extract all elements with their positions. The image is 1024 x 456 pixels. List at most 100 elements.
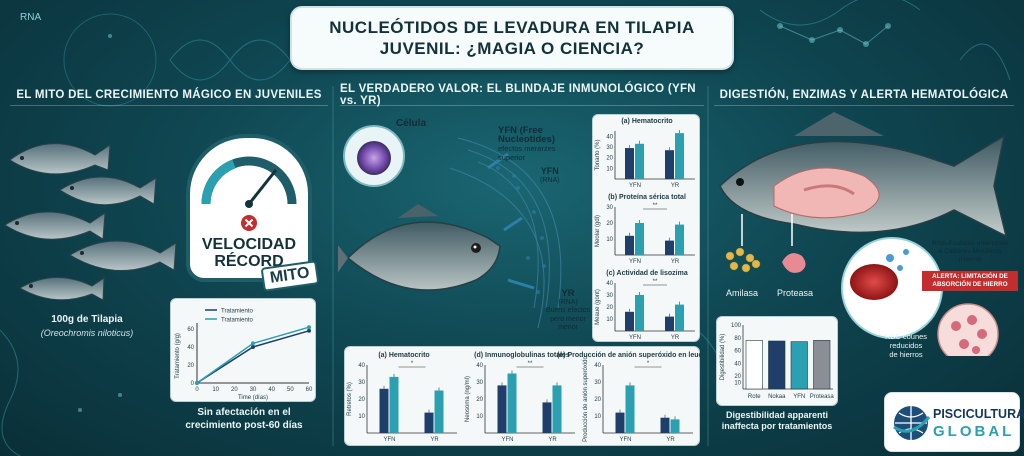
immune-shield-illustration bbox=[338, 125, 562, 329]
growth-point bbox=[251, 341, 255, 346]
side-chart-bar bbox=[675, 224, 684, 255]
growth-y-tick: 20 bbox=[187, 363, 194, 369]
rbc-line-2: reducidos bbox=[889, 341, 923, 350]
growth-chart-panel: 0 10 20 30 40 50 60 0 20 40 60 Time (días) Tratamien… bbox=[170, 298, 316, 402]
side-chart-y-tick: 20 bbox=[606, 305, 613, 311]
side-chart-y-tick: 10 bbox=[606, 237, 613, 243]
side-chart-y-tick: 10 bbox=[606, 166, 613, 172]
bottom-chart-y-tick: 10 bbox=[476, 414, 483, 420]
side-chart-sig-mark: ** bbox=[653, 279, 658, 285]
bottom-chart-group-label: YR bbox=[666, 437, 675, 443]
side-chart-bar bbox=[665, 240, 674, 255]
bottom-chart-y-tick: 40 bbox=[594, 363, 601, 369]
yfn-note-line-2: efectos merarzes bbox=[498, 144, 556, 153]
growth-x-tick: 10 bbox=[212, 387, 219, 393]
title-line-1: NUCLEÓTIDOS DE LEVADURA EN TILAPIA bbox=[329, 18, 695, 37]
bottom-chart-group-label: YFN bbox=[384, 437, 396, 443]
bottom-chart-title: (d) Inmunoglobulinas totales bbox=[474, 352, 570, 359]
digestibility-caption-line-1: Digestibilidad apparenti bbox=[725, 410, 828, 420]
rna-phosphate-line-1: RNA-Fosfatos uniéndose bbox=[932, 240, 1008, 247]
bottom-chart-y-tick: 10 bbox=[594, 414, 601, 420]
side-chart-title: (c) Actividad de lisozima bbox=[606, 270, 688, 277]
side-chart-bar bbox=[625, 148, 634, 179]
side-chart-y-label: Meolar (gdl) bbox=[595, 215, 601, 247]
iron-alert-badge: ALERTA: LIMITACIÓN DE ABSORCIÓN DE HIERR… bbox=[922, 271, 1018, 291]
logo-line-1: PISCICULTURA bbox=[933, 407, 1024, 421]
bottom-chart-title: (e) Producción de anión superóxido en le… bbox=[557, 352, 701, 359]
fish-anatomy-illustration bbox=[719, 112, 1008, 356]
side-chart-bar bbox=[675, 133, 684, 179]
side-chart-y-tick: 40 bbox=[606, 134, 613, 140]
globe-icon bbox=[893, 406, 931, 440]
side-chart-y-label: Meaue (gont) bbox=[595, 289, 601, 325]
iron-alert-line-1: ALERTA: LIMITACIÓN DE bbox=[932, 273, 1008, 280]
growth-y-tick: 0 bbox=[191, 381, 195, 387]
digest-bar bbox=[768, 340, 786, 390]
side-chart-y-tick: 40 bbox=[606, 281, 613, 287]
side-chart-bar bbox=[635, 295, 644, 331]
yr-note: YR (RNA) Buens efectos pero menor menor bbox=[540, 289, 596, 333]
side-chart-y-tick: 30 bbox=[606, 293, 613, 299]
growth-y-label: Tratamiento (g/g) bbox=[175, 333, 181, 379]
digestibility-caption-line-2: inaffecta por tratamientos bbox=[721, 421, 833, 431]
bottom-chart-group-label: YFN bbox=[502, 437, 514, 443]
side-chart-bar bbox=[635, 143, 644, 179]
bottom-chart-bar bbox=[424, 412, 434, 433]
bottom-charts: (a) Hematocrito 10 20 30 40 Retretos (%) YFN YR… bbox=[347, 352, 723, 443]
yr-note-line-4: pero menor bbox=[550, 315, 586, 323]
page-title: NUCLEÓTIDOS DE LEVADURA EN TILAPIA JUVEN… bbox=[290, 6, 734, 70]
growth-x-label: Time (días) bbox=[238, 395, 268, 401]
side-chart-bar bbox=[635, 223, 644, 255]
bottom-chart-y-tick: 30 bbox=[358, 380, 365, 386]
side-chart-y-tick: 20 bbox=[606, 221, 613, 227]
digest-bar bbox=[813, 340, 831, 390]
bottom-chart-sig-mark: ** bbox=[528, 361, 533, 367]
bottom-chart-y-tick: 40 bbox=[358, 363, 365, 369]
bottom-chart-y-tick: 20 bbox=[594, 397, 601, 403]
rna-phosphate-line-2: a Cationes Metálicos bbox=[938, 248, 1002, 255]
growth-caption: Sin afectación en el crecimiento post-60… bbox=[166, 406, 322, 432]
growth-point bbox=[195, 381, 199, 385]
speedometer-line-1: VELOCIDAD bbox=[201, 236, 297, 253]
title-line-2: JUVENIL: ¿MAGIA O CIENCIA? bbox=[379, 39, 645, 58]
growth-series-line bbox=[196, 330, 310, 384]
bottom-chart-bar bbox=[389, 376, 399, 433]
growth-x-tick: 20 bbox=[231, 387, 238, 393]
side-chart-group-label: YR bbox=[671, 183, 680, 189]
side-chart-bar bbox=[625, 235, 634, 255]
side-chart-group-label: YFN bbox=[629, 183, 641, 189]
bottom-chart-y-tick: 40 bbox=[476, 363, 483, 369]
rbc-line-1: RBC counes bbox=[884, 332, 928, 341]
rna-phosphate-line-3: (Hierro) bbox=[958, 256, 982, 263]
digest-bar bbox=[745, 340, 763, 390]
speedometer-line-2: RÉCORD bbox=[214, 253, 284, 270]
growth-caption-line-1: Sin afectación en el bbox=[197, 407, 291, 418]
bottom-chart-y-label: Neosoma (ng/ml) bbox=[465, 376, 471, 422]
bottom-chart-group-label: YFN bbox=[620, 437, 632, 443]
bottom-charts-panel: (a) Hematocrito 10 20 30 40 Retretos (%) YFN YR… bbox=[344, 346, 723, 446]
side-chart-bar bbox=[625, 311, 634, 331]
logo: PISCICULTURA GLOBAL bbox=[884, 392, 1024, 452]
bottom-chart-sig-mark: * bbox=[647, 361, 650, 367]
yfn-rna-line-2: (RNA) bbox=[540, 177, 560, 184]
yr-note-line-2: (RNA) bbox=[558, 298, 578, 306]
bottom-chart-group-label: YR bbox=[430, 437, 439, 443]
yfn-note-line-3: superior bbox=[498, 153, 526, 162]
growth-y-tick: 40 bbox=[187, 345, 194, 351]
side-chart-y-tick: 20 bbox=[606, 156, 613, 162]
bottom-chart-y-tick: 30 bbox=[594, 380, 601, 386]
logo-line-2: GLOBAL bbox=[933, 423, 1015, 440]
digest-y-tick: 40 bbox=[734, 361, 741, 367]
bottom-chart-y-label: Retretos (%) bbox=[347, 382, 353, 416]
side-chart-title: (a) Hematocrito bbox=[621, 118, 672, 125]
side-chart-sig-mark: ** bbox=[653, 203, 658, 209]
yfn-note-line-1: YFN (Free Nucleotides) bbox=[498, 125, 556, 145]
rbc-note: RBC counes reducidos de hierros bbox=[870, 332, 942, 359]
growth-x-tick: 40 bbox=[268, 387, 275, 393]
digestibility-chart-panel: 10 20 40 60 80 100 Digestibilidad (%) Rote Nokaa… bbox=[716, 316, 838, 406]
speedometer: VELOCIDAD RÉCORD bbox=[186, 134, 312, 282]
bottom-chart-bar bbox=[542, 402, 552, 433]
side-chart-title: (b) Proteína sérica total bbox=[608, 194, 686, 201]
